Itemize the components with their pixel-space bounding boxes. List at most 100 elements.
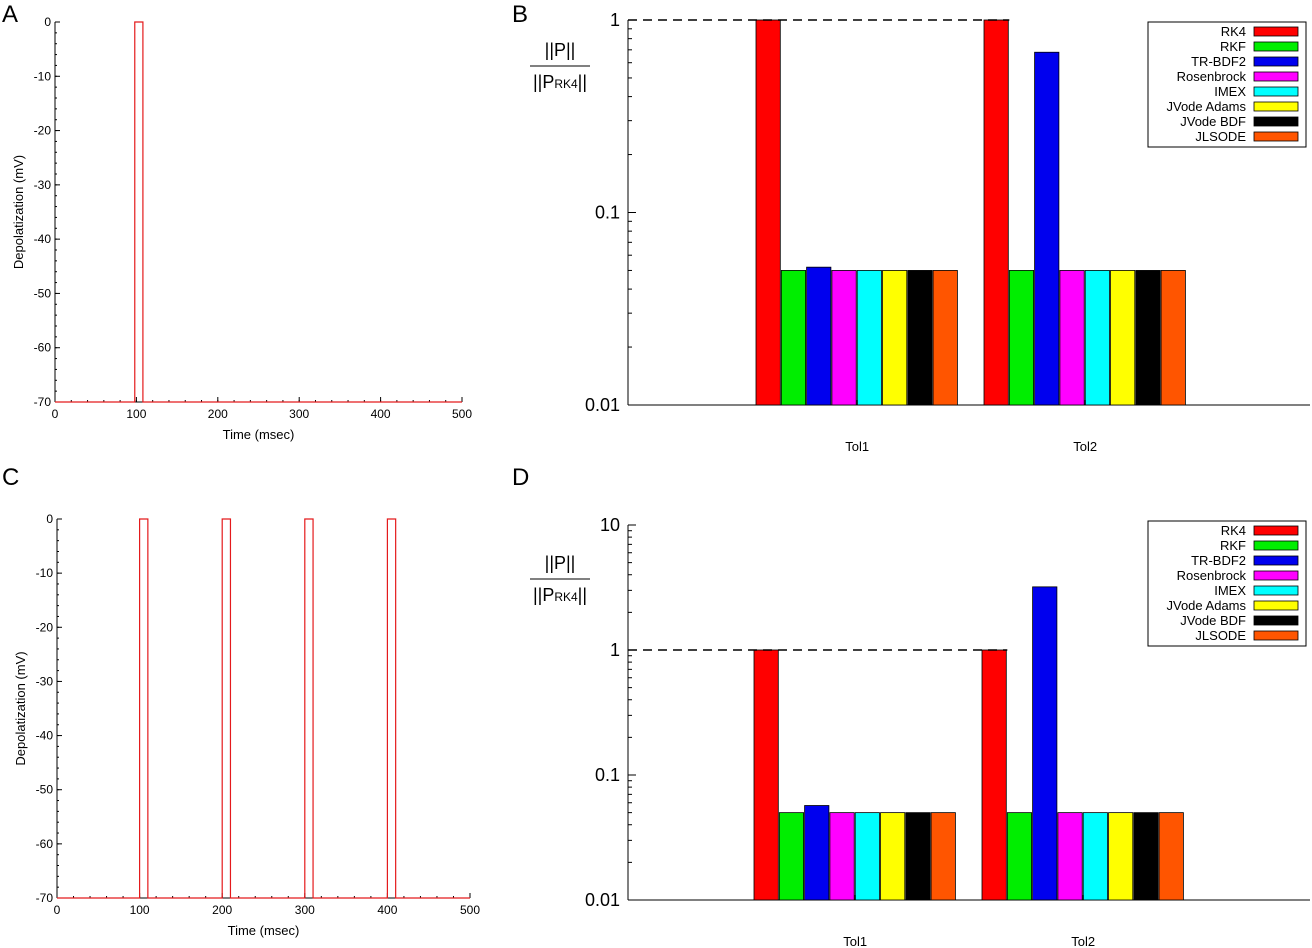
legend-swatch xyxy=(1253,41,1299,52)
y-tick-label: -50 xyxy=(34,286,52,300)
bar-jvode-adams-tol2 xyxy=(1110,270,1136,406)
x-tick-label: 200 xyxy=(208,407,228,421)
y-tick-label: -20 xyxy=(36,620,54,634)
x-tick-label: 100 xyxy=(130,903,150,917)
y-axis-title: Depolatization (mV) xyxy=(13,651,28,765)
legend-label: JLSODE xyxy=(1195,628,1246,643)
legend-swatch xyxy=(1253,570,1299,581)
y-tick-label: -40 xyxy=(36,729,54,743)
y-tick-label: -40 xyxy=(34,232,52,246)
bar-rk4-tol2 xyxy=(981,649,1007,901)
x-category-label: Tol1 xyxy=(843,934,867,948)
legend-swatch xyxy=(1253,56,1299,67)
legend-label: JVode Adams xyxy=(1167,598,1247,613)
x-tick-label: 0 xyxy=(52,407,59,421)
y-tick-label: -10 xyxy=(34,69,52,83)
y-tick-label: 0 xyxy=(46,512,53,526)
y-tick-label: -10 xyxy=(36,566,54,580)
y-label-denominator: ||PRK4|| xyxy=(533,585,587,605)
legend-label: TR-BDF2 xyxy=(1191,553,1246,568)
bar-rk4-tol1 xyxy=(753,649,779,901)
y-label-denominator: ||PRK4|| xyxy=(533,72,587,92)
bar-jvode-bdf-tol2 xyxy=(1133,812,1159,901)
bar-jvode-adams-tol2 xyxy=(1108,812,1134,901)
y-tick-label: 0.01 xyxy=(585,890,620,910)
y-tick-label: -60 xyxy=(34,341,52,355)
legend-label: JLSODE xyxy=(1195,129,1246,144)
chart-b-norm-ratio: 0.010.11||P||||PRK4||Tol1 Tol2RK4RKFTR-BD… xyxy=(530,10,1310,454)
y-label-denominator-start: ||P xyxy=(533,585,554,605)
legend-label: RK4 xyxy=(1221,523,1246,538)
bar-imex-tol2 xyxy=(1082,812,1108,901)
y-label-numerator: ||P|| xyxy=(545,553,576,573)
y-tick-label: -70 xyxy=(34,395,52,409)
x-axis-title: Time (msec) xyxy=(228,923,300,938)
legend-label: JVode Adams xyxy=(1167,99,1247,114)
bar-rosenbrock-tol1 xyxy=(831,270,857,406)
bar-rkf-tol2 xyxy=(1006,812,1032,901)
x-axis-title: Time (msec) xyxy=(223,427,295,442)
legend-label: JVode BDF xyxy=(1180,613,1246,628)
bar-rkf-tol1 xyxy=(780,270,806,406)
y-tick-label: 10 xyxy=(600,515,620,535)
y-tick-label: 0.1 xyxy=(595,765,620,785)
bar-jvode-bdf-tol2 xyxy=(1135,270,1161,406)
legend-swatch xyxy=(1253,585,1299,596)
depolarization-trace xyxy=(57,518,470,899)
chart-c-depolarization: 0-10-20-30-40-50-60-700 100 200 300 400 500Ti… xyxy=(13,512,480,938)
legend-label: RKF xyxy=(1220,538,1246,553)
y-tick-label: -60 xyxy=(36,837,54,851)
y-label-denominator-end: || xyxy=(578,585,587,605)
panel-letter-d: D xyxy=(512,464,529,491)
x-tick-label: 500 xyxy=(460,903,480,917)
bar-rk4-tol1 xyxy=(755,19,781,406)
x-tick-label: 400 xyxy=(371,407,391,421)
legend-label: TR-BDF2 xyxy=(1191,54,1246,69)
bar-rkf-tol1 xyxy=(778,812,804,901)
legend-label: IMEX xyxy=(1214,84,1246,99)
y-label-denominator-start: ||P xyxy=(533,72,554,92)
y-label-subscript: RK4 xyxy=(554,77,578,91)
depolarization-trace xyxy=(55,21,462,403)
legend-swatch xyxy=(1253,116,1299,127)
x-tick-label: 300 xyxy=(289,407,309,421)
bar-rkf-tol2 xyxy=(1008,270,1034,406)
panel-letter-c: C xyxy=(2,464,19,491)
y-tick-label: -30 xyxy=(36,674,54,688)
legend-swatch xyxy=(1253,615,1299,626)
bar-rosenbrock-tol2 xyxy=(1057,812,1083,901)
bar-jvode-adams-tol1 xyxy=(882,270,908,406)
legend-swatch xyxy=(1253,600,1299,611)
x-tick-label: 0 xyxy=(54,903,61,917)
y-tick-label: 0.1 xyxy=(595,203,620,223)
y-tick-label: 0.01 xyxy=(585,395,620,415)
legend-swatch xyxy=(1253,86,1299,97)
legend-label: Rosenbrock xyxy=(1177,568,1247,583)
bar-jvode-bdf-tol1 xyxy=(905,812,931,901)
x-category-label: Tol1 xyxy=(845,439,869,454)
bar-jlsode-tol2 xyxy=(1158,812,1184,901)
bar-imex-tol1 xyxy=(856,270,882,406)
bar-tr-bdf2-tol2 xyxy=(1032,586,1058,901)
y-tick-label: -20 xyxy=(34,124,52,138)
y-tick-label: 1 xyxy=(610,10,620,30)
legend-swatch xyxy=(1253,131,1299,142)
legend-swatch xyxy=(1253,71,1299,82)
legend-label: RK4 xyxy=(1221,24,1246,39)
y-tick-label: 0 xyxy=(44,15,51,29)
bar-imex-tol1 xyxy=(854,812,880,901)
bar-rosenbrock-tol2 xyxy=(1059,270,1085,406)
bar-jlsode-tol1 xyxy=(932,270,958,406)
x-tick-label: 400 xyxy=(377,903,397,917)
bar-jvode-adams-tol1 xyxy=(880,812,906,901)
y-label-numerator: ||P|| xyxy=(545,40,576,60)
y-axis-title: Depolatization (mV) xyxy=(11,155,26,269)
bar-jlsode-tol2 xyxy=(1160,270,1186,406)
chart-a-depolarization: 0-10-20-30-40-50-60-700 100 200 300 400 500Ti… xyxy=(11,15,472,442)
panel-letter-a: A xyxy=(2,1,18,28)
legend-label: IMEX xyxy=(1214,583,1246,598)
legend-label: RKF xyxy=(1220,39,1246,54)
bar-tr-bdf2-tol1 xyxy=(806,266,832,406)
legend-swatch xyxy=(1253,540,1299,551)
y-tick-label: 1 xyxy=(610,640,620,660)
